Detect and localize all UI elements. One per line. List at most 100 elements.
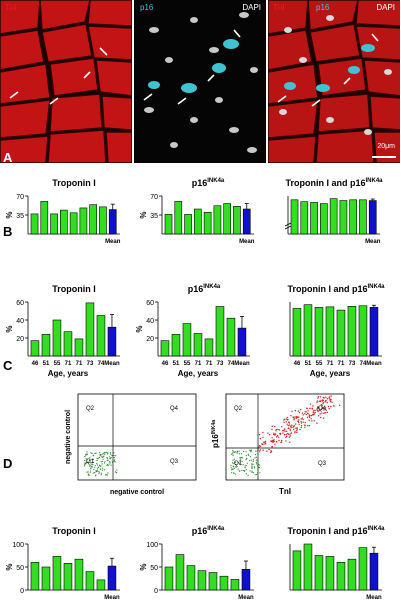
flow-event [85, 458, 87, 460]
flow-event-negative [252, 460, 254, 463]
flow-event-negative [250, 459, 252, 461]
left-ylabel: negative control [65, 410, 72, 464]
flow-event [105, 473, 107, 475]
flow-event-positive [306, 416, 309, 418]
flow-event-negative [255, 450, 257, 452]
y-tick-label: 70 [16, 194, 24, 201]
flow-event-positive [289, 429, 291, 431]
flow-event-negative [252, 463, 254, 465]
flow-event-positive [284, 430, 286, 432]
flow-event-positive [272, 440, 274, 442]
flow-event-positive [287, 424, 289, 427]
flow-event-positive [272, 433, 275, 436]
flow-event-positive [312, 412, 314, 414]
bar [219, 575, 229, 591]
flow-event-positive [317, 409, 319, 412]
flow-event-positive [288, 421, 290, 423]
chart-c1: Troponin I 20 40 60% 46 51 55 71 71 73 74 Mean Age, … [5, 284, 120, 378]
flow-event-negative [259, 451, 261, 453]
flow-event [113, 460, 115, 462]
flow-event-negative [239, 457, 241, 459]
flow-event-negative [256, 472, 259, 474]
flow-event-positive [284, 418, 286, 421]
bar [290, 199, 299, 235]
flow-event [85, 454, 87, 456]
flow-event [109, 462, 111, 464]
bar [359, 199, 367, 235]
x-tick-label: 51 [305, 361, 312, 367]
flow-event-positive [316, 422, 318, 424]
flow-event-positive [276, 435, 279, 437]
flow-event-negative [247, 474, 249, 476]
flow-event-negative [233, 467, 235, 469]
y-axis-label: % [5, 563, 14, 570]
flow-event [113, 454, 115, 457]
flow-event [84, 459, 86, 462]
flow-event-negative [259, 464, 261, 466]
flow-event-positive [283, 433, 286, 436]
mean-label: Mean [366, 361, 382, 367]
flow-event-positive [304, 412, 306, 415]
mean-label: Mean [239, 239, 255, 245]
flow-event [90, 467, 92, 469]
flow-event-positive [319, 413, 321, 415]
bar [226, 317, 236, 357]
x-tick-label: 71 [327, 361, 334, 367]
bar [52, 319, 62, 357]
flow-event-negative [235, 461, 237, 464]
flow-event-positive [276, 436, 278, 438]
bar [85, 302, 95, 357]
bar [69, 212, 78, 235]
flow-event-positive [262, 436, 264, 439]
bar [300, 201, 309, 235]
mean-bar [108, 209, 117, 235]
flow-event-negative [232, 466, 235, 468]
chart-c2: p16INK4a 20 40 60% 46 51 55 71 71 73 74 Mean Age, ye… [135, 284, 250, 378]
flow-event-positive [289, 433, 291, 435]
bar [186, 565, 196, 591]
flow-event-positive [275, 430, 277, 432]
flow-event-positive [294, 410, 297, 412]
flow-event-positive [318, 408, 320, 410]
dapi-label: DAPI [242, 3, 261, 12]
flow-event-positive [283, 421, 285, 424]
flow-event-positive [328, 396, 331, 398]
y-tick-label: 0 [154, 588, 158, 595]
flow-event-negative [237, 468, 239, 470]
flow-event [94, 452, 96, 455]
flow-event-positive [292, 426, 294, 429]
flow-event-positive [297, 410, 300, 412]
bar [336, 309, 346, 357]
flow-event [97, 457, 99, 459]
flow-event-negative [233, 451, 235, 453]
flow-event-negative [232, 450, 234, 452]
y-tick-label: 20 [16, 336, 24, 343]
right-q4: Q4 [318, 406, 327, 412]
bar [79, 207, 88, 235]
flow-event [102, 453, 104, 455]
flow-event-positive [323, 397, 325, 399]
flow-event [100, 461, 102, 463]
flow-event-positive [308, 419, 310, 421]
bar [175, 554, 185, 591]
bar [347, 306, 357, 357]
flow-event [107, 453, 109, 455]
flow-event [103, 451, 106, 454]
flow-cytometry: Q2 Q4 Q1 Q3 negative control negative co… [65, 393, 345, 496]
x-tick-label: 71 [76, 361, 83, 367]
bar [40, 201, 49, 235]
flow-event-negative [238, 453, 240, 455]
flow-event-positive [266, 450, 268, 452]
flow-event [98, 456, 101, 458]
mean-bar [107, 326, 117, 357]
flow-event-positive [316, 407, 318, 410]
flow-event-positive [338, 404, 341, 407]
flow-event [103, 462, 106, 464]
flow-event-negative [254, 454, 257, 456]
flow-event-negative [251, 471, 253, 473]
flow-event-positive [281, 429, 284, 432]
flow-event-positive [304, 424, 306, 426]
flow-event-negative [239, 470, 241, 472]
flow-event [98, 472, 100, 474]
chart-title: p16INK4a [192, 178, 225, 188]
